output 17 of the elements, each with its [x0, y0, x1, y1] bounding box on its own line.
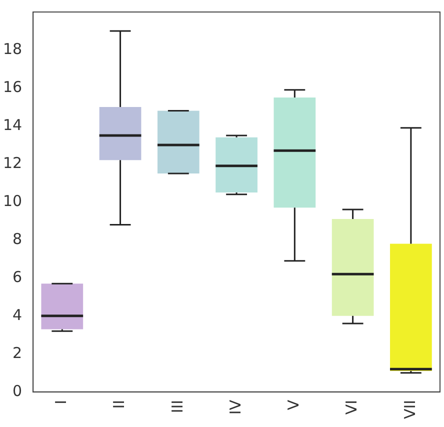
- y-tick-label: 10: [2, 192, 22, 210]
- y-tick-label: 0: [12, 382, 22, 400]
- y-tick-label: 4: [12, 306, 22, 324]
- y-tick-label: 18: [2, 40, 22, 58]
- x-tick-label: VI: [342, 400, 361, 415]
- x-tick-label: IV: [226, 399, 244, 415]
- x-tick-label: I: [52, 400, 70, 404]
- y-tick-label: 6: [12, 268, 22, 286]
- y-tick-label: 12: [2, 154, 22, 172]
- y-tick-label: 16: [2, 78, 22, 96]
- x-tick-label: VII: [400, 400, 419, 419]
- y-tick-label: 2: [12, 344, 22, 362]
- y-tick-label: 8: [12, 230, 22, 248]
- x-tick-label: II: [110, 400, 128, 409]
- y-tick-label: 14: [2, 116, 22, 134]
- x-tick-label: V: [284, 399, 303, 410]
- x-tick-label: III: [168, 400, 186, 414]
